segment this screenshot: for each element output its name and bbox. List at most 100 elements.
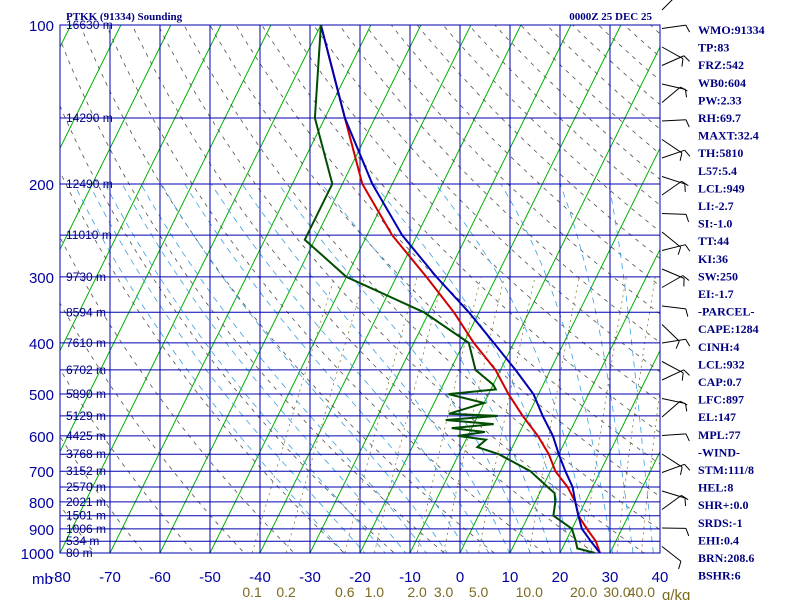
pressure-tick-label: 700 — [29, 464, 54, 481]
height-label: 14290 m — [66, 111, 113, 125]
stat-item: EHI:0.4 — [698, 533, 739, 547]
isotherm-line — [559, 349, 660, 553]
wind-barb-feather — [680, 86, 688, 92]
moist-adiabat — [241, 183, 510, 553]
wind-barb-feather — [684, 497, 687, 507]
wind-barb-shaft — [661, 361, 684, 374]
wind-barb-shaft — [661, 86, 681, 103]
chart-title: PTKK (91334) Sounding — [66, 11, 183, 23]
moist-adiabat — [500, 183, 614, 553]
height-label: 2570 m — [66, 480, 106, 494]
temperature-axis-labels: -80 -70 -60 -50 -40 -30 -20 -10 0 10 20 30 40 — [49, 569, 668, 586]
mixing-ratio-line — [416, 276, 482, 553]
mixing-ratio-label: 1.0 — [365, 584, 385, 600]
wind-barb-feather — [678, 561, 682, 570]
stat-item: TH:5810 — [698, 146, 743, 160]
stat-item: TT:44 — [698, 234, 729, 248]
height-label: 3768 m — [66, 447, 106, 461]
wind-barb-feather — [683, 55, 690, 62]
moist-adiabat — [373, 183, 573, 553]
mixing-ratio-label: 3.0 — [434, 584, 454, 600]
wind-barb-shaft — [661, 231, 681, 248]
wind-barb-shaft — [661, 490, 686, 499]
wind-barb-shaft — [661, 453, 683, 468]
wind-barb-shaft — [661, 494, 682, 510]
isotherm-line — [109, 25, 372, 553]
wind-barb-shaft — [661, 324, 680, 342]
plot-frame — [59, 24, 661, 554]
wind-barb-shaft — [661, 0, 673, 11]
wind-barb-feather — [682, 275, 690, 281]
height-label: 1006 m — [66, 522, 106, 536]
moist-adiabat — [559, 183, 634, 553]
isotherm-line — [60, 25, 272, 453]
wind-barb-shaft — [661, 369, 684, 381]
wind-barb-shaft — [661, 83, 686, 90]
wind-barb-shaft — [661, 55, 685, 66]
wind-barb-shaft — [661, 24, 686, 29]
wind-barb-shaft — [661, 546, 682, 562]
temp-tick-label: -80 — [49, 569, 71, 586]
wind-barb-feather — [683, 369, 690, 376]
stat-item: KI:36 — [698, 252, 728, 266]
mixing-ratio-line — [478, 276, 536, 553]
height-label: 4425 m — [66, 429, 106, 443]
wind-barb-feather — [685, 308, 689, 317]
isotherm-line — [60, 25, 322, 553]
temp-tick-label: -40 — [249, 569, 271, 586]
stat-item: STM:111/8 — [698, 463, 754, 477]
isotherm-line — [60, 25, 122, 150]
valid-time: 0000Z 25 DEC 25 — [569, 11, 652, 23]
height-label: 3152 m — [66, 464, 106, 478]
isotherm-line — [60, 25, 172, 251]
stat-item: SI:-1.0 — [698, 217, 732, 231]
isotherm-line — [309, 25, 572, 553]
moist-adiabat — [73, 183, 345, 553]
stats-panel: WMO:91334 TP:83 FRZ:542 WB0:604 PW:2.33 RH:69… — [698, 23, 765, 583]
wind-barb-feather — [681, 372, 684, 381]
wind-barb-feather — [679, 152, 683, 161]
isotherm-line — [60, 25, 222, 352]
isotherm-line — [359, 25, 622, 553]
height-label: 8594 m — [66, 305, 106, 319]
isotherm-line — [209, 25, 472, 553]
stat-item: FRZ:542 — [698, 58, 744, 72]
wind-barb-shaft — [661, 180, 682, 196]
pressure-tick-label: 600 — [29, 429, 54, 446]
stat-item: EI:-1.7 — [698, 287, 734, 301]
mixing-ratio-label: 40.0 — [628, 584, 655, 600]
mixing-ratio-label: 0.1 — [242, 584, 262, 600]
wind-barb-shaft — [661, 433, 686, 436]
height-label: 2021 m — [66, 495, 106, 509]
wind-barb-shaft — [661, 398, 686, 404]
wind-barb-feather — [681, 180, 689, 187]
height-label: 7610 m — [66, 336, 106, 350]
mixing-ratio-line — [528, 276, 580, 553]
height-label: 80 m — [66, 546, 93, 560]
stat-item: PW:2.33 — [698, 93, 742, 107]
vertical-grid — [59, 24, 661, 554]
mixing-ratio-line — [616, 276, 656, 553]
wind-barb-shaft — [661, 244, 686, 251]
mixing-ratio-line — [443, 276, 505, 553]
pressure-tick-label: 400 — [29, 336, 54, 353]
moist-adiabat — [88, 183, 366, 553]
isotherm-line — [509, 248, 660, 553]
dry-adiabat — [157, 25, 645, 553]
height-label: 9730 m — [66, 270, 106, 284]
mixing-ratio-labels: 0.1 0.2 0.6 1.0 2.0 3.0 5.0 10.0 20.0 30.040.0 — [242, 584, 655, 600]
temp-tick-label: -10 — [399, 569, 421, 586]
wind-barb-feather — [679, 400, 688, 406]
wind-barb-feather — [685, 433, 690, 442]
stat-item: SHR+:0.0 — [698, 498, 749, 512]
dry-adiabat — [209, 25, 660, 497]
stat-item: TP:83 — [698, 41, 729, 55]
wind-barb-shaft — [661, 275, 684, 288]
stat-item: BSHR:6 — [698, 569, 741, 583]
height-label: 11010 m — [66, 228, 112, 242]
stat-item: -PARCEL- — [698, 305, 754, 319]
temp-tick-label: 40 — [652, 569, 669, 586]
wind-barb-shaft — [661, 463, 685, 473]
stat-item: LCL:932 — [698, 357, 745, 371]
